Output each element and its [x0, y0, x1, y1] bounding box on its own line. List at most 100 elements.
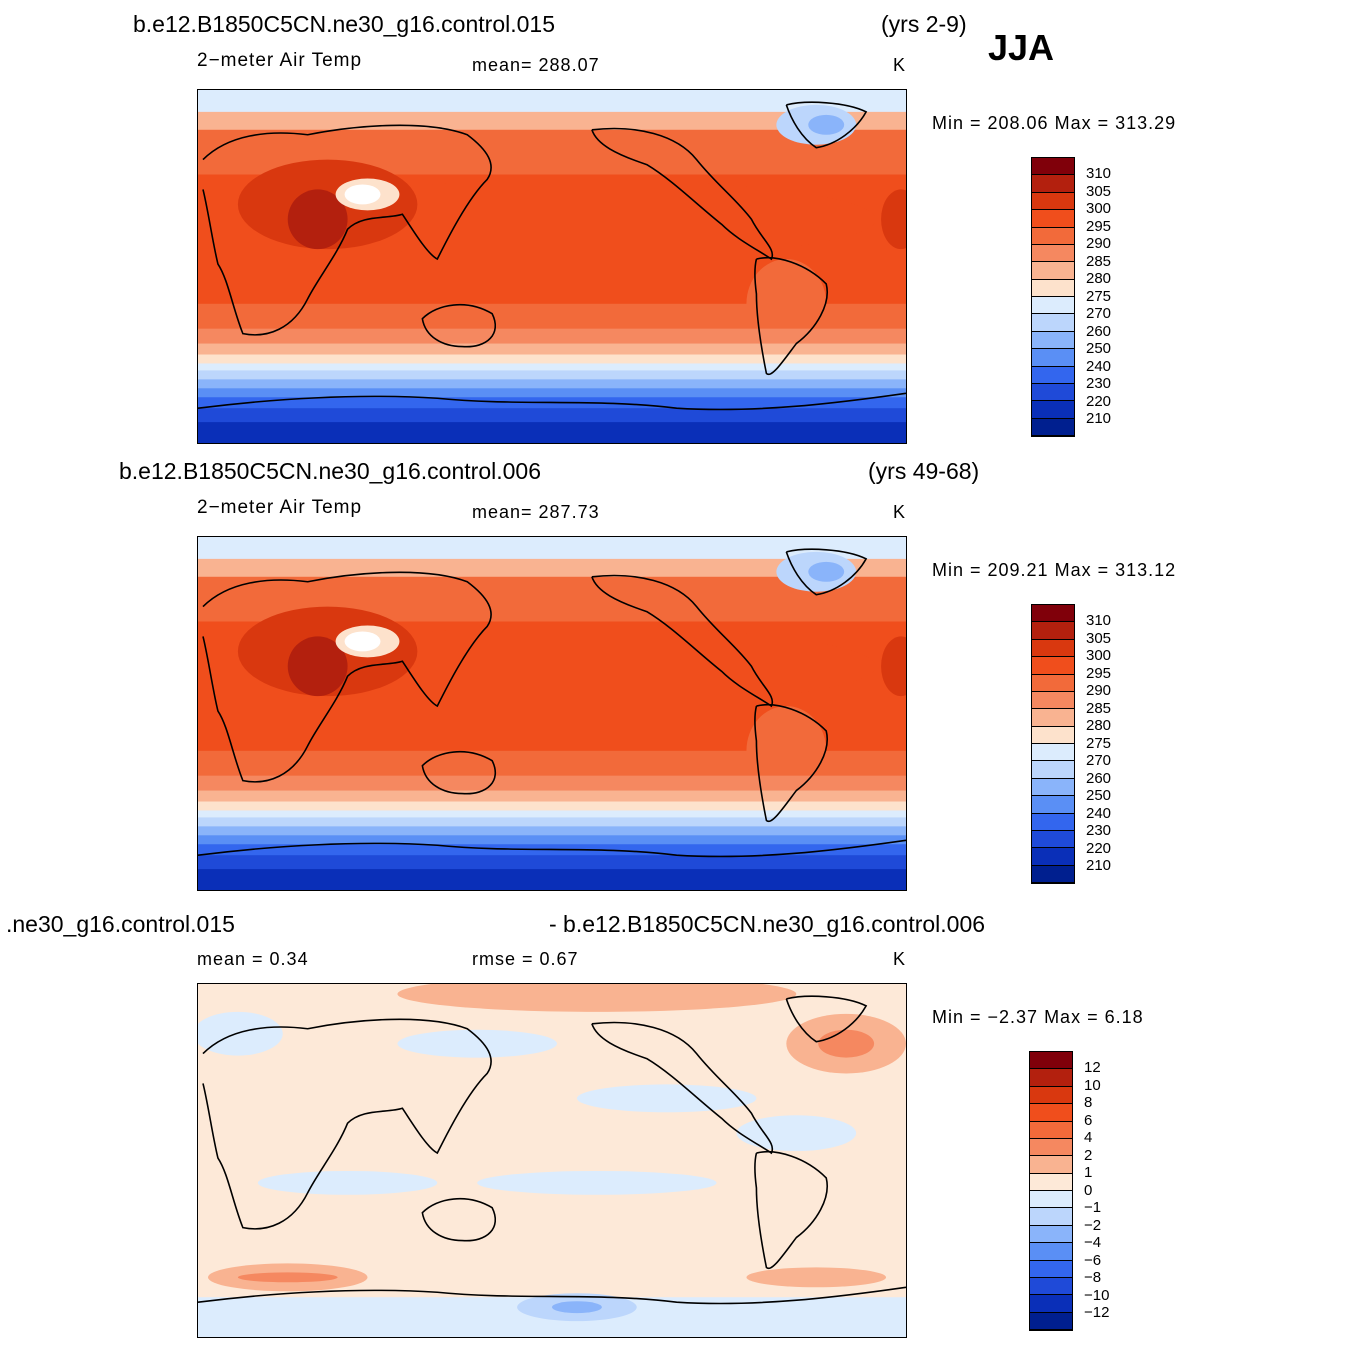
- panel1-cbar-tick: 210: [1086, 410, 1112, 427]
- colorbar-swatch: [1030, 1260, 1072, 1278]
- panel3-cbar-tick: −6: [1084, 1251, 1102, 1269]
- colorbar-swatch: [1032, 297, 1074, 315]
- panel2-cbar-tick: 220: [1086, 839, 1112, 857]
- panel1-cbar-tick: 240: [1086, 357, 1112, 375]
- colorbar-swatch: [1032, 709, 1074, 727]
- colorbar-swatch: [1032, 691, 1074, 710]
- colorbar-swatch: [1032, 605, 1074, 623]
- colorbar-swatch: [1030, 1277, 1072, 1296]
- panel2-cbar-tick: 285: [1086, 699, 1112, 717]
- panel3-cbar-tick: 0: [1084, 1181, 1093, 1199]
- panel3-case-left: .ne30_g16.control.015: [6, 911, 235, 937]
- panel2-minmax: Min = 209.21 Max = 313.12: [932, 560, 1177, 580]
- panel1-cbar-tick: 275: [1086, 287, 1112, 305]
- colorbar-swatch: [1032, 622, 1074, 640]
- panel2-cbar-tick: 260: [1086, 769, 1112, 787]
- panel1-minmax: Min = 208.06 Max = 313.29: [932, 113, 1177, 133]
- colorbar-swatch: [1032, 279, 1074, 297]
- colorbar-swatch: [1032, 366, 1074, 384]
- panel2-cbar-tick: 305: [1086, 629, 1112, 647]
- panel1-mean: mean= 288.07: [472, 55, 600, 75]
- panel1-cbar-tick: 280: [1086, 270, 1112, 287]
- colorbar-swatch: [1032, 813, 1074, 831]
- panel2-cbar-tick: 270: [1086, 752, 1112, 769]
- panel3-cbar-tick: −4: [1084, 1234, 1102, 1251]
- colorbar-swatch: [1030, 1121, 1072, 1139]
- panel2-cbar-tick: 310: [1086, 612, 1112, 629]
- season-label: JJA: [988, 27, 1055, 68]
- panel2-cbar-tick: 295: [1086, 664, 1112, 682]
- colorbar-swatch: [1030, 1069, 1072, 1087]
- colorbar-swatch: [1032, 192, 1074, 211]
- colorbar-swatch: [1032, 175, 1074, 193]
- colorbar-swatch: [1032, 210, 1074, 228]
- colorbar-swatch: [1032, 314, 1074, 332]
- panel1-cbar-tick: 270: [1086, 305, 1112, 322]
- colorbar-swatch: [1032, 778, 1074, 797]
- colorbar-swatch: [1032, 726, 1074, 744]
- colorbar-swatch: [1030, 1138, 1072, 1157]
- panel3-cbar-tick: −1: [1084, 1199, 1102, 1216]
- panel1-cbar-tick: 305: [1086, 182, 1112, 200]
- panel2-units: K: [893, 502, 907, 522]
- panel3-minmax: Min = −2.37 Max = 6.18: [932, 1007, 1144, 1027]
- panel3-colorbar: [1029, 1051, 1073, 1331]
- panel1-years: (yrs 2-9): [881, 11, 967, 37]
- panel1-units: K: [893, 55, 907, 75]
- panel3-mean: mean = 0.34: [197, 949, 309, 969]
- panel1-case-title: b.e12.B1850C5CN.ne30_g16.control.015: [133, 11, 555, 37]
- panel3-case-right: - b.e12.B1850C5CN.ne30_g16.control.006: [549, 911, 986, 937]
- panel3-cbar-tick: 12: [1084, 1059, 1101, 1076]
- colorbar-swatch: [1032, 383, 1074, 402]
- colorbar-swatch: [1032, 674, 1074, 692]
- panel3-cbar-tick: −8: [1084, 1269, 1102, 1286]
- panel1-cbar-tick: 230: [1086, 375, 1112, 392]
- colorbar-swatch: [1032, 830, 1074, 849]
- panel1-cbar-tick: 300: [1086, 200, 1112, 217]
- panel3-cbar-tick: 6: [1084, 1111, 1093, 1129]
- panel3-cbar-tick: −2: [1084, 1216, 1102, 1234]
- colorbar-swatch: [1032, 262, 1074, 280]
- panel1-cbar-tick: 285: [1086, 252, 1112, 270]
- panel2-variable: 2−meter Air Temp: [197, 497, 363, 518]
- panel1-cbar-tick: 290: [1086, 235, 1112, 252]
- panel3-units: K: [893, 949, 907, 969]
- colorbar-swatch: [1030, 1104, 1072, 1122]
- colorbar-swatch: [1032, 227, 1074, 245]
- panel3-cbar-tick: 8: [1084, 1094, 1093, 1111]
- colorbar-swatch: [1032, 761, 1074, 779]
- panel2-cbar-tick: 210: [1086, 857, 1112, 874]
- panel3-cbar-tick: 1: [1084, 1164, 1093, 1181]
- colorbar-swatch: [1030, 1225, 1072, 1244]
- panel3-cbar-tick: −12: [1084, 1304, 1110, 1321]
- panel3-cbar-tick: 4: [1084, 1129, 1093, 1146]
- colorbar-swatch: [1032, 796, 1074, 814]
- panel2-cbar-tick: 250: [1086, 787, 1112, 804]
- colorbar-swatch: [1030, 1295, 1072, 1313]
- panel2-cbar-tick: 230: [1086, 822, 1112, 839]
- panel1-cbar-tick: 310: [1086, 165, 1112, 182]
- panel2-case-title: b.e12.B1850C5CN.ne30_g16.control.006: [119, 458, 541, 484]
- colorbar-swatch: [1032, 744, 1074, 762]
- panel2-cbar-tick: 275: [1086, 734, 1112, 752]
- panel3-rmse: rmse = 0.67: [472, 949, 579, 969]
- colorbar-swatch: [1032, 639, 1074, 658]
- panel1-cbar-tick: 295: [1086, 217, 1112, 235]
- colorbar-swatch: [1030, 1191, 1072, 1209]
- colorbar-swatch: [1032, 657, 1074, 675]
- colorbar-swatch: [1032, 401, 1074, 419]
- colorbar-swatch: [1032, 158, 1074, 176]
- panel1-map: [197, 89, 907, 444]
- panel2-cbar-tick: 240: [1086, 804, 1112, 822]
- colorbar-swatch: [1030, 1052, 1072, 1070]
- panel3-cbar-tick: 2: [1084, 1146, 1093, 1164]
- colorbar-swatch: [1030, 1173, 1072, 1191]
- colorbar-swatch: [1032, 418, 1074, 436]
- colorbar-swatch: [1032, 349, 1074, 367]
- colorbar-swatch: [1032, 244, 1074, 263]
- colorbar-swatch: [1030, 1208, 1072, 1226]
- panel3-map: [197, 983, 907, 1338]
- panel2-mean: mean= 287.73: [472, 502, 600, 522]
- colorbar-swatch: [1032, 865, 1074, 883]
- panel2-years: (yrs 49-68): [868, 458, 980, 484]
